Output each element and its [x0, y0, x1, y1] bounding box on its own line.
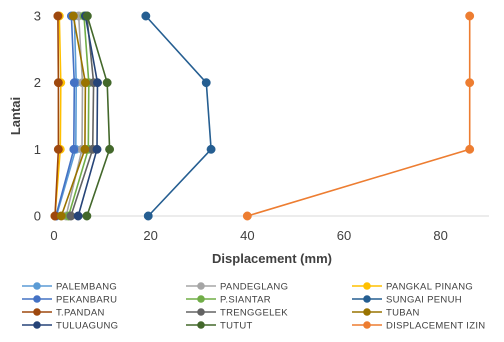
data-point — [56, 211, 66, 221]
legend-item-pandeglang: PANDEGLANG — [186, 282, 288, 293]
series-line — [145, 15, 212, 217]
y-tick-label: 0 — [34, 209, 41, 224]
series-tuban — [56, 11, 90, 221]
data-point — [93, 78, 102, 88]
legend-marker — [197, 282, 205, 290]
series-tutut — [82, 11, 115, 221]
tick-layer: 0 20 40 60 80 0 1 2 3 — [34, 9, 448, 244]
legend-label: PALEMBANG — [56, 282, 117, 293]
data-point — [201, 78, 211, 88]
series-line — [54, 15, 60, 217]
series-line — [70, 15, 95, 217]
series-line — [65, 15, 84, 217]
x-tick-label: 0 — [50, 228, 57, 243]
legend-item-palembang: PALEMBANG — [22, 282, 117, 293]
legend-marker — [197, 308, 205, 316]
data-point — [465, 11, 475, 21]
x-tick-label: 40 — [240, 228, 254, 243]
series-line — [77, 15, 99, 217]
legend-marker — [363, 295, 371, 303]
legend-label: SUNGAI PENUH — [386, 295, 462, 306]
x-axis-title: Displacement (mm) — [212, 251, 332, 266]
legend-item-tuban: TUBAN — [352, 308, 420, 319]
legend-item-t-pandan: T.PANDAN — [22, 308, 105, 319]
data-point — [92, 144, 102, 154]
data-point — [465, 78, 475, 88]
series-line — [54, 15, 62, 217]
legend-marker — [197, 321, 205, 329]
legend-item-trenggelek: TRENGGELEK — [186, 308, 288, 319]
data-point — [82, 211, 92, 221]
data-point — [102, 78, 112, 88]
legend-marker — [33, 321, 41, 329]
legend-marker — [363, 308, 371, 316]
legend-item-displacement-izin: DISPLACEMENT IZIN — [352, 321, 485, 332]
series-sungai-penuh — [141, 11, 216, 221]
series-line — [247, 16, 471, 217]
series-line — [60, 15, 87, 217]
y-tick-label: 1 — [34, 142, 41, 157]
series-t-pandan — [50, 11, 63, 221]
legend-label: TUBAN — [386, 308, 420, 319]
legend-marker — [33, 295, 41, 303]
legend: PALEMBANG PANDEGLANG PANGKAL PINANG PEKANBA… — [22, 282, 485, 332]
data-point — [80, 78, 90, 88]
legend-label: PANDEGLANG — [220, 282, 288, 293]
legend-item-tuluagung: TULUAGUNG — [22, 321, 118, 332]
legend-label: P.SIANTAR — [220, 295, 271, 306]
legend-label: T.PANDAN — [56, 308, 105, 319]
legend-label: DISPLACEMENT IZIN — [386, 321, 485, 332]
data-point — [143, 211, 153, 221]
data-point — [141, 11, 151, 21]
data-point — [53, 11, 63, 21]
legend-label: PANGKAL PINANG — [386, 282, 473, 293]
data-point — [69, 144, 79, 154]
legend-marker — [197, 295, 205, 303]
data-point — [206, 144, 216, 154]
y-axis-title: Lantai — [8, 97, 23, 135]
data-point — [82, 11, 92, 21]
y-tick-label: 2 — [34, 75, 41, 90]
series-line — [86, 15, 111, 217]
data-point — [53, 78, 63, 88]
legend-item-sungai-penuh: SUNGAI PENUH — [352, 295, 462, 306]
data-point — [105, 144, 115, 154]
x-tick-label: 20 — [143, 228, 157, 243]
legend-item-tutut: TUTUT — [186, 321, 253, 332]
series-line — [55, 15, 76, 217]
x-tick-label: 60 — [337, 228, 351, 243]
data-point — [73, 211, 83, 221]
data-point — [53, 144, 63, 154]
data-point — [242, 211, 252, 221]
legend-marker — [33, 308, 41, 316]
data-point — [465, 144, 475, 154]
legend-item-pangkal-pinang: PANGKAL PINANG — [352, 282, 473, 293]
data-point — [69, 78, 79, 88]
legend-item-p-siantar: P.SIANTAR — [186, 295, 271, 306]
legend-item-pekanbaru: PEKANBARU — [22, 295, 117, 306]
legend-label: PEKANBARU — [56, 295, 117, 306]
series-layer — [50, 11, 475, 221]
legend-marker — [363, 321, 371, 329]
legend-label: TULUAGUNG — [56, 321, 118, 332]
legend-label: TRENGGELEK — [220, 308, 288, 319]
legend-marker — [363, 282, 371, 290]
series-displacement-izin — [242, 11, 475, 221]
series-line — [67, 15, 90, 217]
y-tick-label: 3 — [34, 9, 41, 24]
x-tick-label: 80 — [433, 228, 447, 243]
series-line — [55, 15, 78, 217]
data-point — [80, 144, 90, 154]
data-point — [68, 11, 78, 21]
legend-label: TUTUT — [220, 321, 253, 332]
legend-marker — [33, 282, 41, 290]
